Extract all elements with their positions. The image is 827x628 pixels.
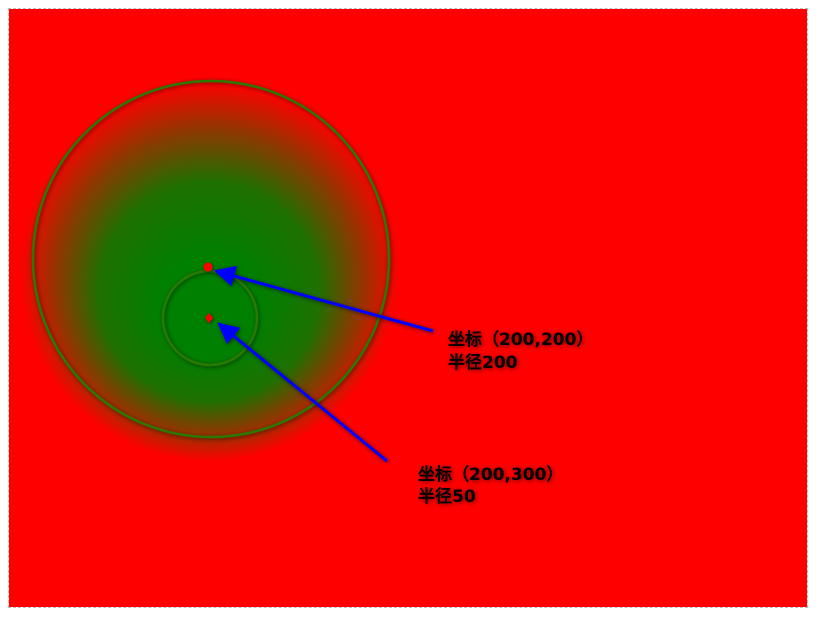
inner-annotation-line2: 半径50 bbox=[418, 486, 476, 507]
inner-center-point bbox=[205, 313, 213, 323]
outer-annotation-arrow bbox=[213, 265, 434, 333]
canvas-frame: 坐标（200,200） 半径200 坐标（200,300） 半径50 bbox=[8, 8, 808, 608]
gradient-background bbox=[9, 9, 807, 607]
outer-circle bbox=[31, 79, 391, 439]
radial-gradient-canvas: 坐标（200,200） 半径200 坐标（200,300） 半径50 bbox=[9, 9, 807, 607]
outer-center-point bbox=[203, 262, 213, 272]
outer-annotation-line1: 坐标（200,200） bbox=[448, 329, 593, 350]
inner-annotation-line1: 坐标（200,300） bbox=[418, 464, 563, 485]
inner-annotation-arrow bbox=[217, 322, 388, 463]
outer-annotation-line2: 半径200 bbox=[448, 352, 518, 373]
